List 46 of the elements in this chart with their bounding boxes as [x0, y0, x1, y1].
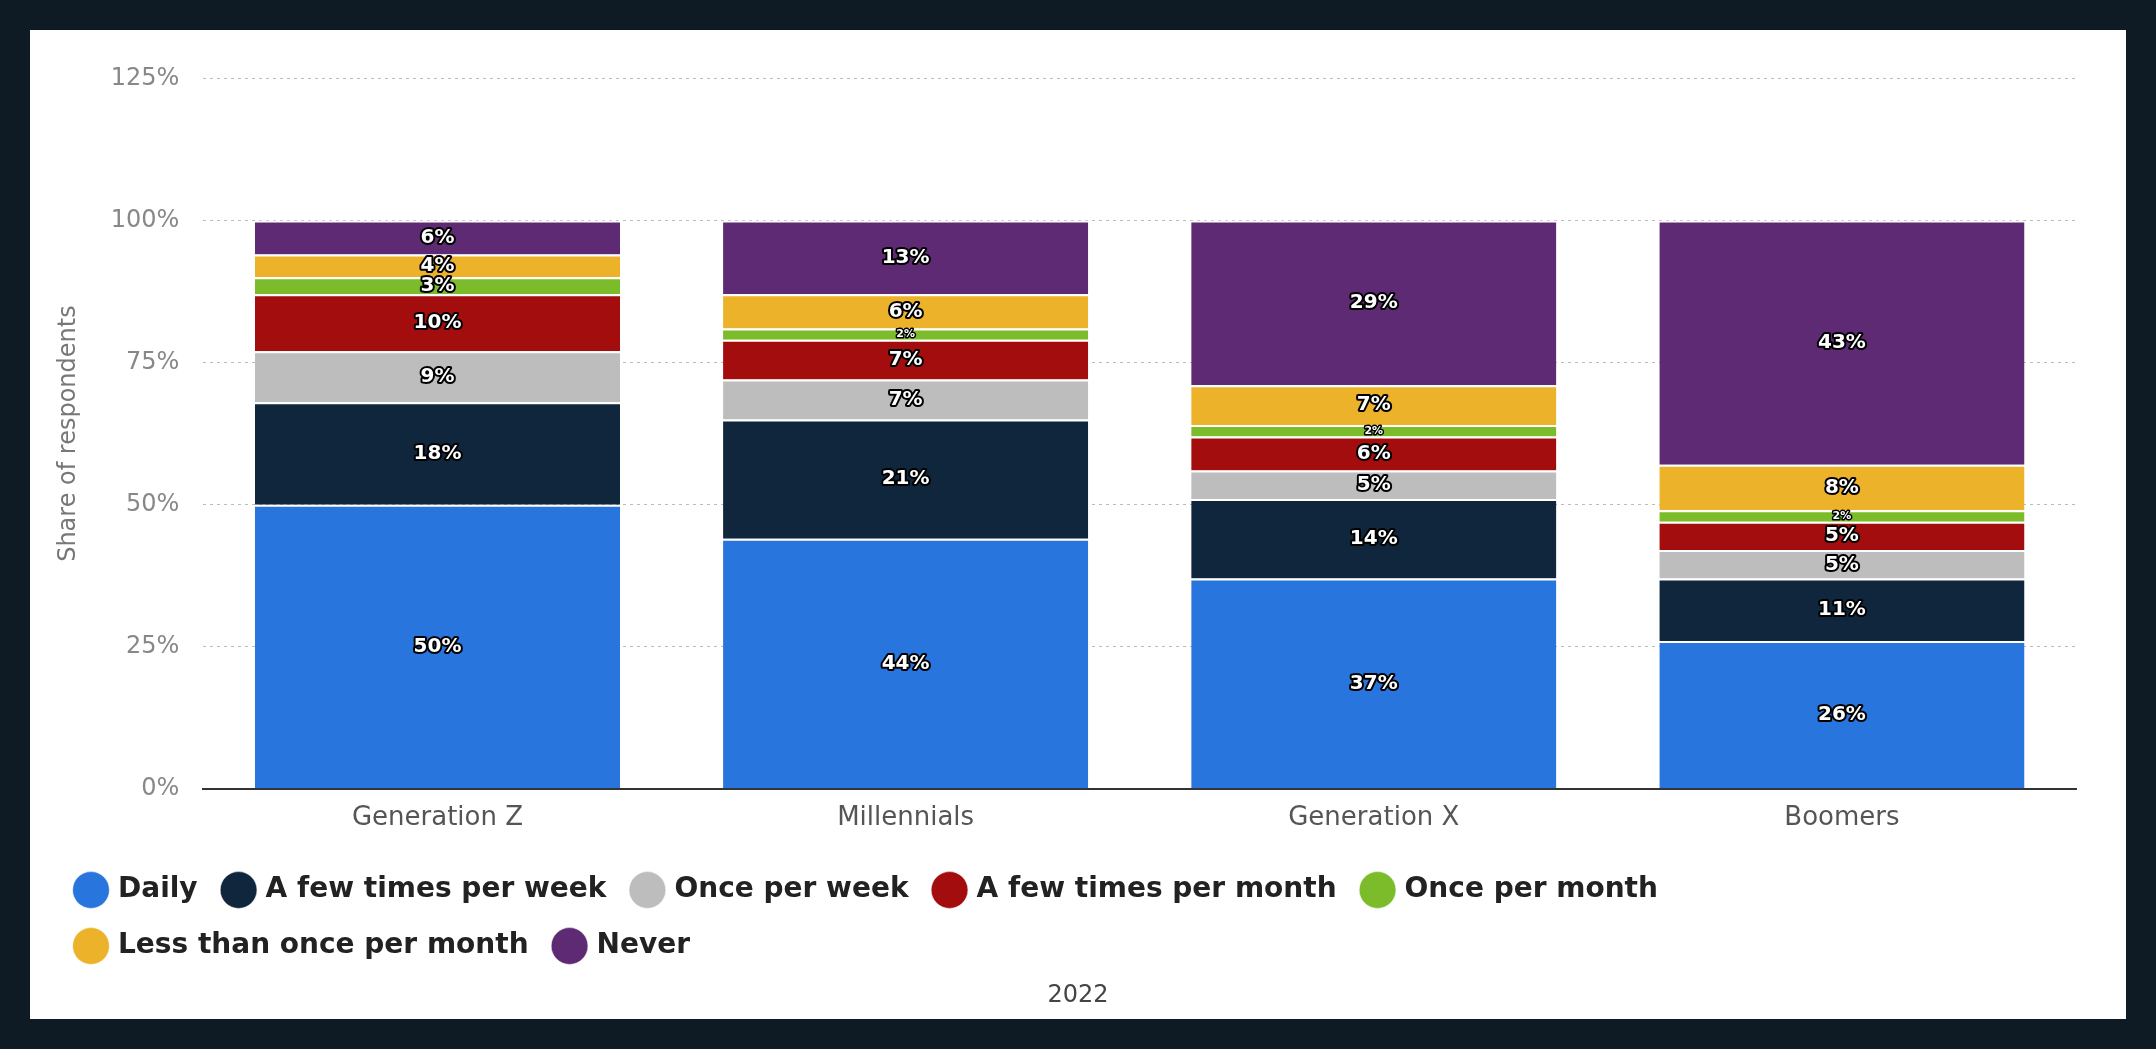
y-tick-label: 50% — [126, 488, 180, 517]
data-label: 2% — [896, 327, 915, 340]
data-label: 5% — [1824, 550, 1859, 575]
data-label: 2% — [1832, 508, 1852, 522]
data-label: 10% — [413, 308, 462, 333]
data-label: 37% — [1349, 669, 1398, 694]
data-label: 6% — [1356, 439, 1391, 464]
data-label: 18% — [413, 439, 462, 464]
legend-label: Never — [596, 927, 691, 961]
text: 2022 — [1046, 980, 1110, 1008]
data-label: 5% — [1356, 470, 1391, 495]
y-tick-label: 75% — [126, 346, 180, 375]
data-label: 21% — [881, 465, 930, 490]
y-tick-label: 0% — [141, 773, 180, 802]
data-label: 2% — [1364, 423, 1384, 437]
x-tick-label: Generation X — [1288, 801, 1460, 832]
data-label: 29% — [1349, 289, 1398, 314]
x-tick-label: Generation Z — [351, 801, 524, 832]
legend-label: Once per month — [1404, 871, 1658, 905]
data-label: 14% — [1349, 524, 1398, 549]
y-tick-label: 25% — [126, 630, 180, 659]
data-label: 26% — [1817, 700, 1866, 725]
data-label: 9% — [420, 362, 455, 387]
x-tick-label: Millennials — [837, 801, 975, 832]
y-axis-title: Share of respondents — [52, 305, 81, 562]
data-label: 13% — [881, 243, 930, 268]
data-label: 11% — [1817, 595, 1866, 620]
legend-label: Less than once per month — [118, 927, 529, 961]
data-label: 7% — [888, 345, 923, 370]
data-label: 6% — [888, 297, 923, 322]
data-label: 7% — [1356, 391, 1391, 416]
data-label: 4% — [420, 252, 455, 277]
data-label: 44% — [881, 649, 930, 674]
data-label: 43% — [1817, 328, 1866, 353]
legend-label: A few times per month — [976, 871, 1337, 905]
data-label: 8% — [1824, 473, 1859, 498]
data-label: 6% — [420, 223, 455, 248]
data-label: 7% — [888, 385, 923, 410]
legend-label: Daily — [118, 871, 198, 905]
legend-label: Once per week — [674, 871, 910, 905]
x-tick-label: Boomers — [1784, 801, 1900, 832]
legend-label: A few times per week — [265, 871, 608, 905]
y-tick-label: 125% — [110, 62, 180, 91]
data-label: 50% — [413, 632, 462, 657]
data-label: 5% — [1824, 522, 1859, 547]
y-tick-label: 100% — [110, 204, 180, 233]
